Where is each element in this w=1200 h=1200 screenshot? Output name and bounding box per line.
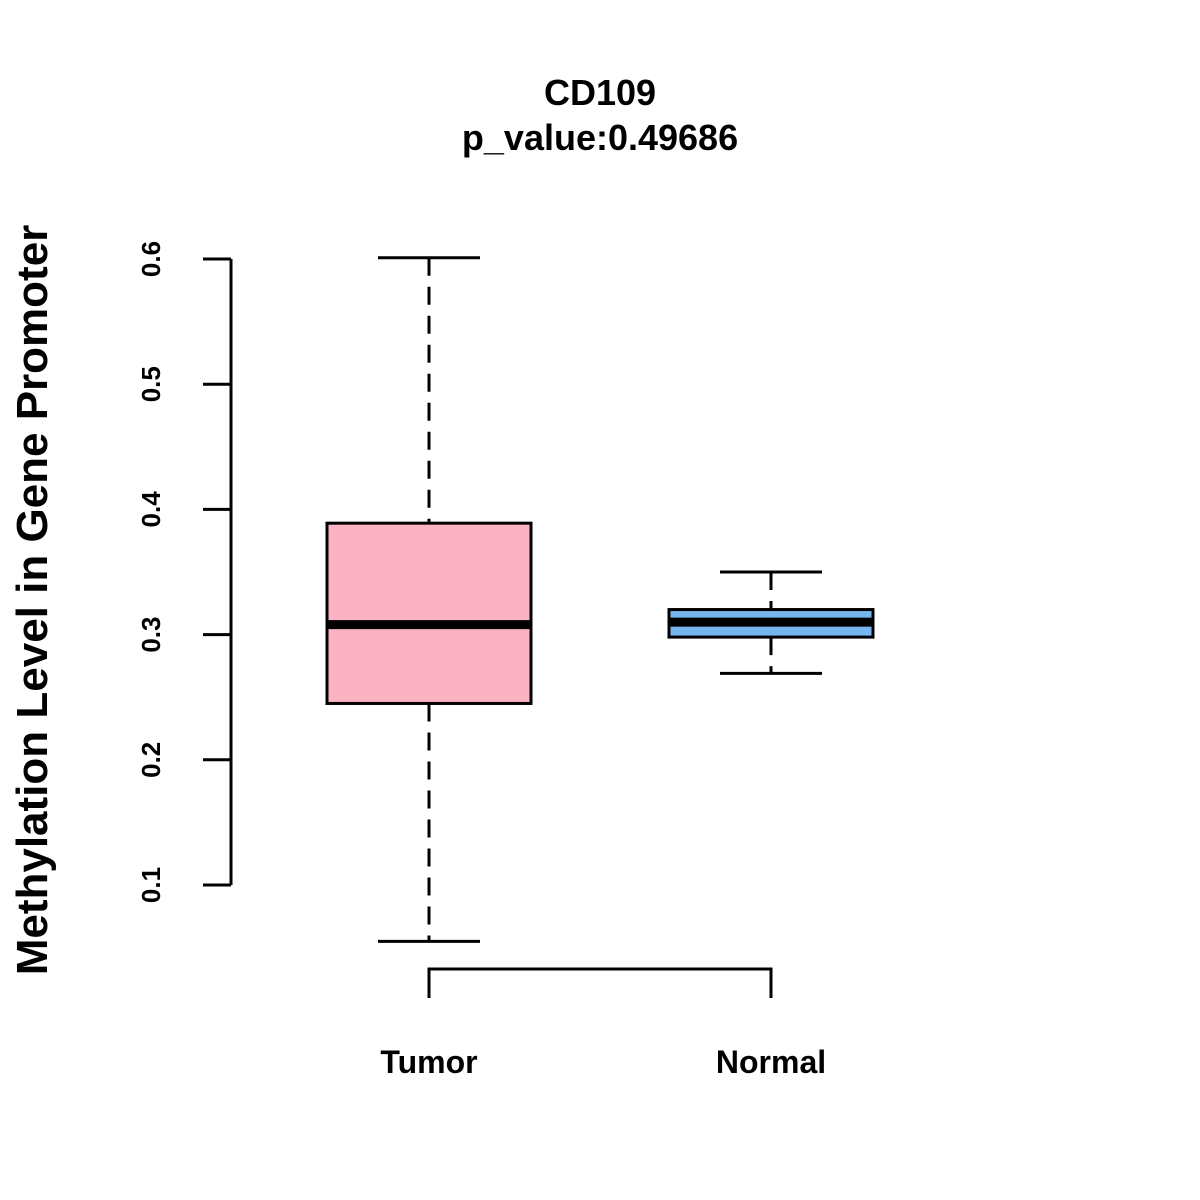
chart-title: CD109 [544,72,656,113]
x-axis-categories: Tumor Normal [380,1044,826,1080]
y-tick-label: 0.1 [136,867,166,903]
y-axis-label: Methylation Level in Gene Promoter [8,225,57,976]
x-category-label: Tumor [380,1044,477,1080]
box-tumor [325,256,533,943]
box-group [325,256,875,943]
bracket-line [427,967,773,998]
box-normal [667,570,875,675]
iqr-box [325,521,533,705]
comparison-bracket [427,967,773,998]
y-tick-label: 0.4 [136,491,166,528]
y-tick-label: 0.5 [136,366,166,402]
y-tick-label: 0.3 [136,617,166,653]
chart-subtitle: p_value:0.49686 [462,117,738,158]
y-tick-label: 0.6 [136,241,166,277]
y-axis: 0.1 0.2 0.3 0.4 0.5 0.6 [136,241,233,903]
y-tick-label: 0.2 [136,742,166,778]
x-category-label: Normal [716,1044,826,1080]
